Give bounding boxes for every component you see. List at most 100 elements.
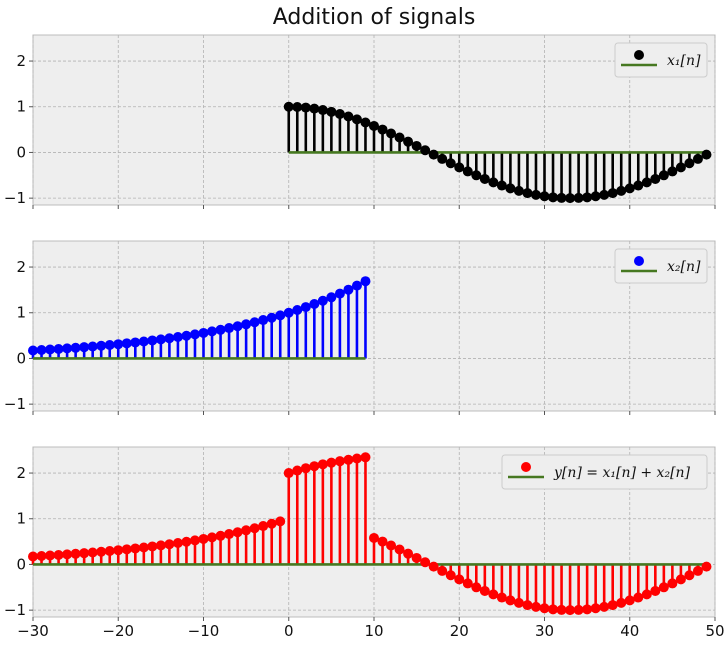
stem-marker — [607, 600, 618, 611]
stem-marker — [633, 592, 644, 603]
stem-marker — [172, 332, 183, 343]
stem-marker — [207, 532, 218, 543]
stem-marker — [650, 173, 661, 184]
stem-marker — [121, 338, 132, 349]
stem-marker — [496, 180, 507, 191]
stem-marker — [130, 337, 141, 348]
stem-marker — [573, 604, 584, 615]
stem-marker — [62, 343, 73, 354]
stem-marker — [471, 170, 482, 181]
stem-marker — [488, 589, 499, 600]
stem-marker — [351, 114, 362, 125]
stem-marker — [420, 145, 431, 156]
stem-marker — [28, 345, 38, 356]
stem-marker — [582, 192, 593, 203]
stem-marker — [351, 280, 362, 291]
y-tick-label: 2 — [16, 464, 26, 482]
stem-marker — [155, 540, 166, 551]
stem-marker — [155, 334, 166, 345]
stem-marker — [624, 595, 635, 606]
stem-marker — [530, 189, 541, 200]
stem-marker — [70, 548, 81, 559]
stem-marker — [692, 565, 703, 576]
stem-marker — [650, 585, 661, 596]
stem-marker — [300, 102, 311, 113]
x-tick-label: −10 — [188, 622, 220, 640]
stem-marker — [479, 585, 490, 596]
stem-marker — [616, 185, 627, 196]
stem-marker — [181, 330, 192, 341]
stem-marker — [360, 452, 371, 463]
stem-marker — [96, 340, 107, 351]
stem-marker — [317, 105, 328, 116]
stem-marker — [420, 557, 431, 568]
stem-marker — [369, 120, 379, 131]
stem-marker — [104, 546, 115, 557]
stem-marker — [326, 292, 337, 303]
stem-marker — [138, 336, 149, 347]
y-tick-label: −1 — [4, 395, 26, 413]
legend-marker-icon — [521, 462, 531, 472]
stem-marker — [45, 344, 56, 355]
stem-marker — [377, 536, 388, 547]
stem-marker — [616, 597, 627, 608]
stem-marker — [87, 547, 98, 558]
legend-marker-icon — [634, 50, 644, 60]
subplot-1: −1 0 1 2 x₁[n] — [4, 34, 716, 209]
stem-marker — [658, 582, 669, 593]
stem-marker — [300, 463, 311, 474]
stem-marker — [445, 570, 456, 581]
stem-marker — [428, 561, 439, 572]
y-tick-label: 2 — [16, 52, 26, 70]
stem-marker — [522, 600, 533, 611]
stem-marker — [505, 183, 516, 194]
stem-marker — [411, 140, 422, 151]
stem-marker — [258, 315, 269, 326]
stem-marker — [300, 302, 311, 313]
stem-marker — [624, 183, 635, 194]
chart-title: Addition of signals — [273, 5, 476, 30]
stem-marker — [360, 117, 371, 128]
stem-marker — [403, 548, 414, 559]
stem-marker — [70, 342, 81, 353]
stem-marker — [488, 177, 499, 188]
stem-marker — [462, 578, 473, 589]
stem-marker — [189, 535, 200, 546]
stem-marker — [539, 191, 550, 202]
stem-marker — [292, 101, 303, 112]
stem-marker — [292, 305, 303, 316]
legend-label: x₂[n] — [667, 259, 701, 275]
stem-marker — [164, 539, 175, 550]
stem-marker — [343, 454, 354, 465]
stem-marker — [334, 456, 345, 467]
y-tick-label: 2 — [16, 258, 26, 276]
stem-marker — [28, 551, 38, 562]
stem-marker — [565, 605, 576, 616]
stem-marker — [437, 153, 448, 164]
x-tick-label: 20 — [450, 622, 469, 640]
stem-marker — [53, 549, 64, 560]
stem-marker — [249, 317, 260, 328]
stem-marker — [505, 595, 516, 606]
stem-marker — [496, 592, 507, 603]
stem-marker — [675, 162, 686, 173]
stem-marker — [104, 340, 115, 351]
stem-marker — [326, 106, 337, 117]
stem-marker — [667, 166, 678, 177]
stem-marker — [45, 550, 56, 561]
stem-marker — [377, 124, 388, 135]
stem-marker — [121, 544, 132, 555]
stem-marker — [701, 561, 712, 572]
y-tick-label: −1 — [4, 189, 26, 207]
y-tick-label: 1 — [16, 304, 26, 322]
stem-marker — [317, 295, 328, 306]
stem-marker — [309, 103, 320, 114]
y-tick-label: 1 — [16, 98, 26, 116]
y-tick-label: 0 — [16, 349, 26, 367]
stem-marker — [556, 604, 567, 615]
stem-marker — [513, 185, 524, 196]
stem-marker — [215, 530, 226, 541]
stem-marker — [334, 288, 345, 299]
stem-marker — [565, 193, 576, 204]
stem-marker — [172, 538, 183, 549]
